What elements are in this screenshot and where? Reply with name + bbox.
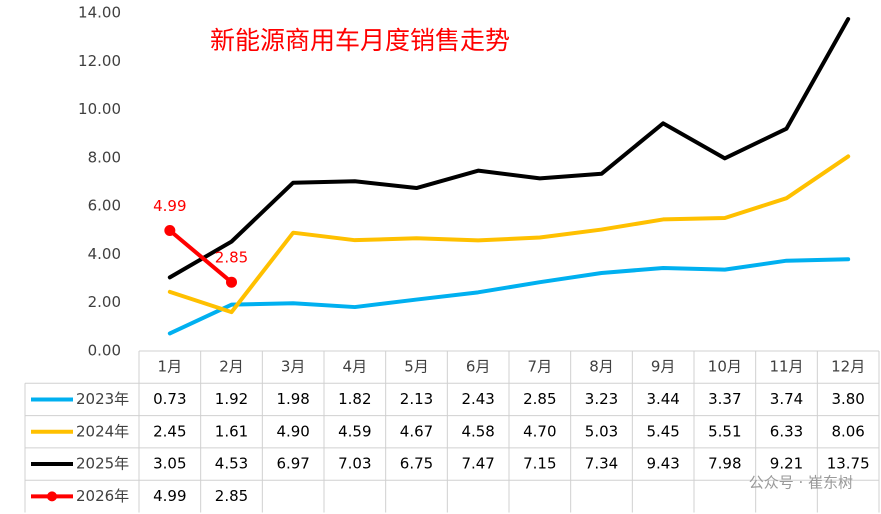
table-cell: 2.85 [215,487,248,505]
table-cell: 7.47 [461,455,494,473]
watermark: 公众号 · 崔东树 [749,474,853,492]
y-tick-label: 14.00 [78,4,121,22]
x-tick-label: 2月 [219,358,244,376]
series-line [167,154,851,315]
table-cell: 0.73 [153,390,186,408]
table-cell: 5.03 [585,422,618,440]
x-tick-label: 11月 [769,358,803,376]
y-tick-label: 8.00 [88,148,121,166]
x-tick-label: 4月 [343,358,368,376]
table-cell: 6.75 [400,455,433,473]
table-cell: 6.97 [276,455,309,473]
series-line [167,257,851,336]
data-label: 2.85 [215,249,248,267]
table-cell: 5.45 [646,422,679,440]
table-cell: 1.82 [338,390,371,408]
y-tick-label: 10.00 [78,100,121,118]
table-cell: 7.98 [708,455,741,473]
table-cell: 1.92 [215,390,248,408]
y-tick-label: 12.00 [78,52,121,70]
marker [226,276,237,288]
x-tick-label: 6月 [466,358,491,376]
table-cell: 3.05 [153,455,186,473]
table-cell: 4.59 [338,422,371,440]
table-cell: 13.75 [827,455,870,473]
series-line [167,17,851,280]
table-cell: 1.61 [215,422,248,440]
x-tick-label: 3月 [281,358,306,376]
table-cell: 3.74 [770,390,803,408]
table-cell: 7.03 [338,455,371,473]
table-cell: 6.33 [770,422,803,440]
table-cell: 9.43 [646,455,679,473]
table-cell: 8.06 [831,422,864,440]
table-cell: 2.85 [523,390,556,408]
table-cell: 5.51 [708,422,741,440]
table-cell: 4.90 [276,422,309,440]
table-cell: 3.80 [831,390,864,408]
x-tick-label: 5月 [404,358,429,376]
data-label: 4.99 [153,197,186,215]
legend-marker [47,491,57,502]
table-cell: 4.99 [153,487,186,505]
legend-label: 2025年 [76,455,129,473]
legend-label: 2023年 [76,390,129,408]
table-cell: 2.43 [461,390,494,408]
table-cell: 1.98 [276,390,309,408]
x-tick-label: 12月 [831,358,865,376]
table-cell: 4.70 [523,422,556,440]
table-cell: 7.15 [523,455,556,473]
y-tick-label: 2.00 [88,293,121,311]
series-line [167,228,234,285]
x-tick-label: 8月 [589,358,614,376]
x-tick-label: 1月 [158,358,183,376]
table-cell: 3.44 [646,390,679,408]
marker [164,225,176,237]
table-cell: 3.23 [585,390,618,408]
legend-label: 2026年 [76,487,129,505]
table-cell: 3.37 [708,390,741,408]
table-cell: 9.21 [770,455,803,473]
table-cell: 7.34 [585,455,618,473]
legend-label: 2024年 [76,422,129,440]
y-tick-label: 4.00 [88,245,121,263]
chart-title: 新能源商用车月度销售走势 [210,26,510,55]
x-tick-label: 10月 [708,358,742,376]
x-tick-label: 7月 [528,358,553,376]
x-tick-label: 9月 [651,358,676,376]
y-tick-label: 6.00 [88,197,121,215]
table-cell: 2.13 [400,390,433,408]
table-cell: 4.53 [215,455,248,473]
table-cell: 2.45 [153,422,186,440]
y-tick-label: 0.00 [88,342,121,360]
table-cell: 4.58 [461,422,494,440]
table-cell: 4.67 [400,422,433,440]
